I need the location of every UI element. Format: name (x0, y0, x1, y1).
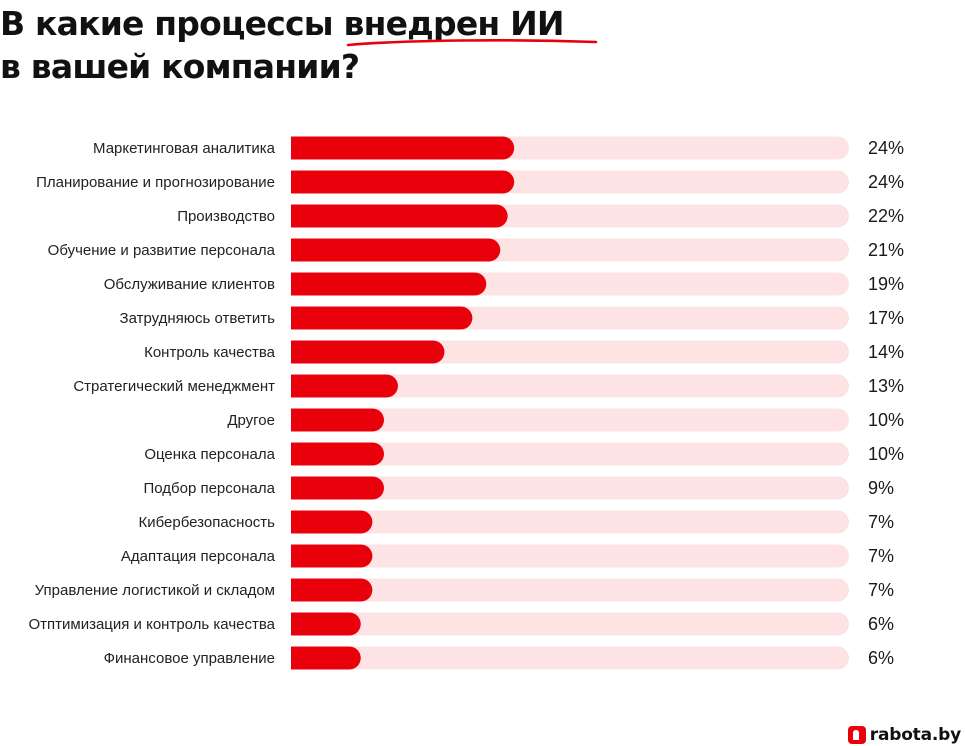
bar-row: Планирование и прогнозирование 24% (36, 170, 904, 194)
value-label: 14% (868, 342, 904, 362)
title-line-1: В какие процессы внедрен ИИ (0, 4, 565, 43)
brand-logo: rabota.by (847, 725, 961, 745)
bar (291, 510, 373, 534)
category-label: Управление логистикой и складом (35, 582, 275, 599)
category-label: Маркетинговая аналитика (93, 140, 276, 157)
category-label: Адаптация персонала (121, 548, 276, 565)
category-label: Стратегический менеджмент (73, 378, 275, 395)
category-label: Обслуживание клиентов (104, 276, 275, 293)
bar-row: Обслуживание клиентов 19% (104, 272, 904, 296)
bar-row: Управление логистикой и складом 7% (35, 578, 894, 602)
value-label: 6% (868, 648, 894, 668)
bar-track (291, 544, 849, 568)
bar-row: Подбор персонала 9% (143, 476, 894, 500)
value-label: 24% (868, 172, 904, 192)
bar-row: Оценка персонала 10% (144, 442, 904, 466)
bar (291, 204, 508, 228)
bar-row: Стратегический менеджмент 13% (73, 374, 904, 398)
rabota-logo-icon (847, 726, 866, 744)
category-label: Обучение и развитие персонала (48, 242, 276, 259)
value-label: 13% (868, 376, 904, 396)
bar (291, 442, 384, 466)
bar-track (291, 510, 849, 534)
value-label: 24% (868, 138, 904, 158)
category-label: Производство (177, 208, 275, 225)
bar (291, 340, 445, 364)
value-label: 22% (868, 206, 904, 226)
value-label: 21% (868, 240, 904, 260)
bar-row: Затрудняюсь ответить 17% (120, 306, 904, 330)
bar-row: Обучение и развитие персонала 21% (48, 238, 904, 262)
bar-track (291, 612, 849, 636)
bar-track (291, 646, 849, 670)
category-label: Другое (227, 412, 275, 429)
bar (291, 170, 515, 194)
bar (291, 578, 373, 602)
category-label: Планирование и прогнозирование (36, 174, 275, 191)
bar-track (291, 442, 849, 466)
bar (291, 476, 384, 500)
bar (291, 646, 361, 670)
bar-row: Отптимизация и контроль качества 6% (28, 612, 894, 636)
value-label: 7% (868, 580, 894, 600)
category-label: Кибербезопасность (139, 514, 276, 531)
bar-track (291, 476, 849, 500)
category-label: Затрудняюсь ответить (120, 310, 276, 327)
bar-row: Адаптация персонала 7% (121, 544, 894, 568)
value-label: 6% (868, 614, 894, 634)
title-line-2: в вашей компании? (0, 47, 360, 86)
title-underline-accent (346, 39, 598, 47)
bar (291, 408, 384, 432)
bar-track (291, 374, 849, 398)
bar (291, 612, 361, 636)
value-label: 10% (868, 444, 904, 464)
bar-track (291, 578, 849, 602)
value-label: 17% (868, 308, 904, 328)
value-label: 19% (868, 274, 904, 294)
brand-logo-text: rabota.by (869, 725, 961, 745)
bar-row: Контроль качества 14% (144, 340, 904, 364)
value-label: 10% (868, 410, 904, 430)
category-label: Отптимизация и контроль качества (28, 616, 275, 633)
value-label: 9% (868, 478, 894, 498)
bar (291, 272, 487, 296)
bar-track (291, 408, 849, 432)
bar-row: Маркетинговая аналитика 24% (93, 136, 904, 160)
chart-title: В какие процессы внедрен ИИ в вашей комп… (0, 2, 565, 88)
bar-row: Кибербезопасность 7% (139, 510, 894, 534)
value-label: 7% (868, 512, 894, 532)
title-underline-stroke (346, 39, 598, 47)
category-label: Финансовое управление (104, 650, 275, 667)
bar (291, 306, 473, 330)
category-label: Контроль качества (144, 344, 276, 361)
bar-row: Производство 22% (177, 204, 904, 228)
category-label: Подбор персонала (143, 480, 275, 497)
value-label: 7% (868, 546, 894, 566)
bar (291, 136, 515, 160)
bar (291, 544, 373, 568)
bar-row: Финансовое управление 6% (104, 646, 894, 670)
bar-row: Другое 10% (227, 408, 904, 432)
bar (291, 238, 501, 262)
bar (291, 374, 398, 398)
category-label: Оценка персонала (144, 446, 275, 463)
